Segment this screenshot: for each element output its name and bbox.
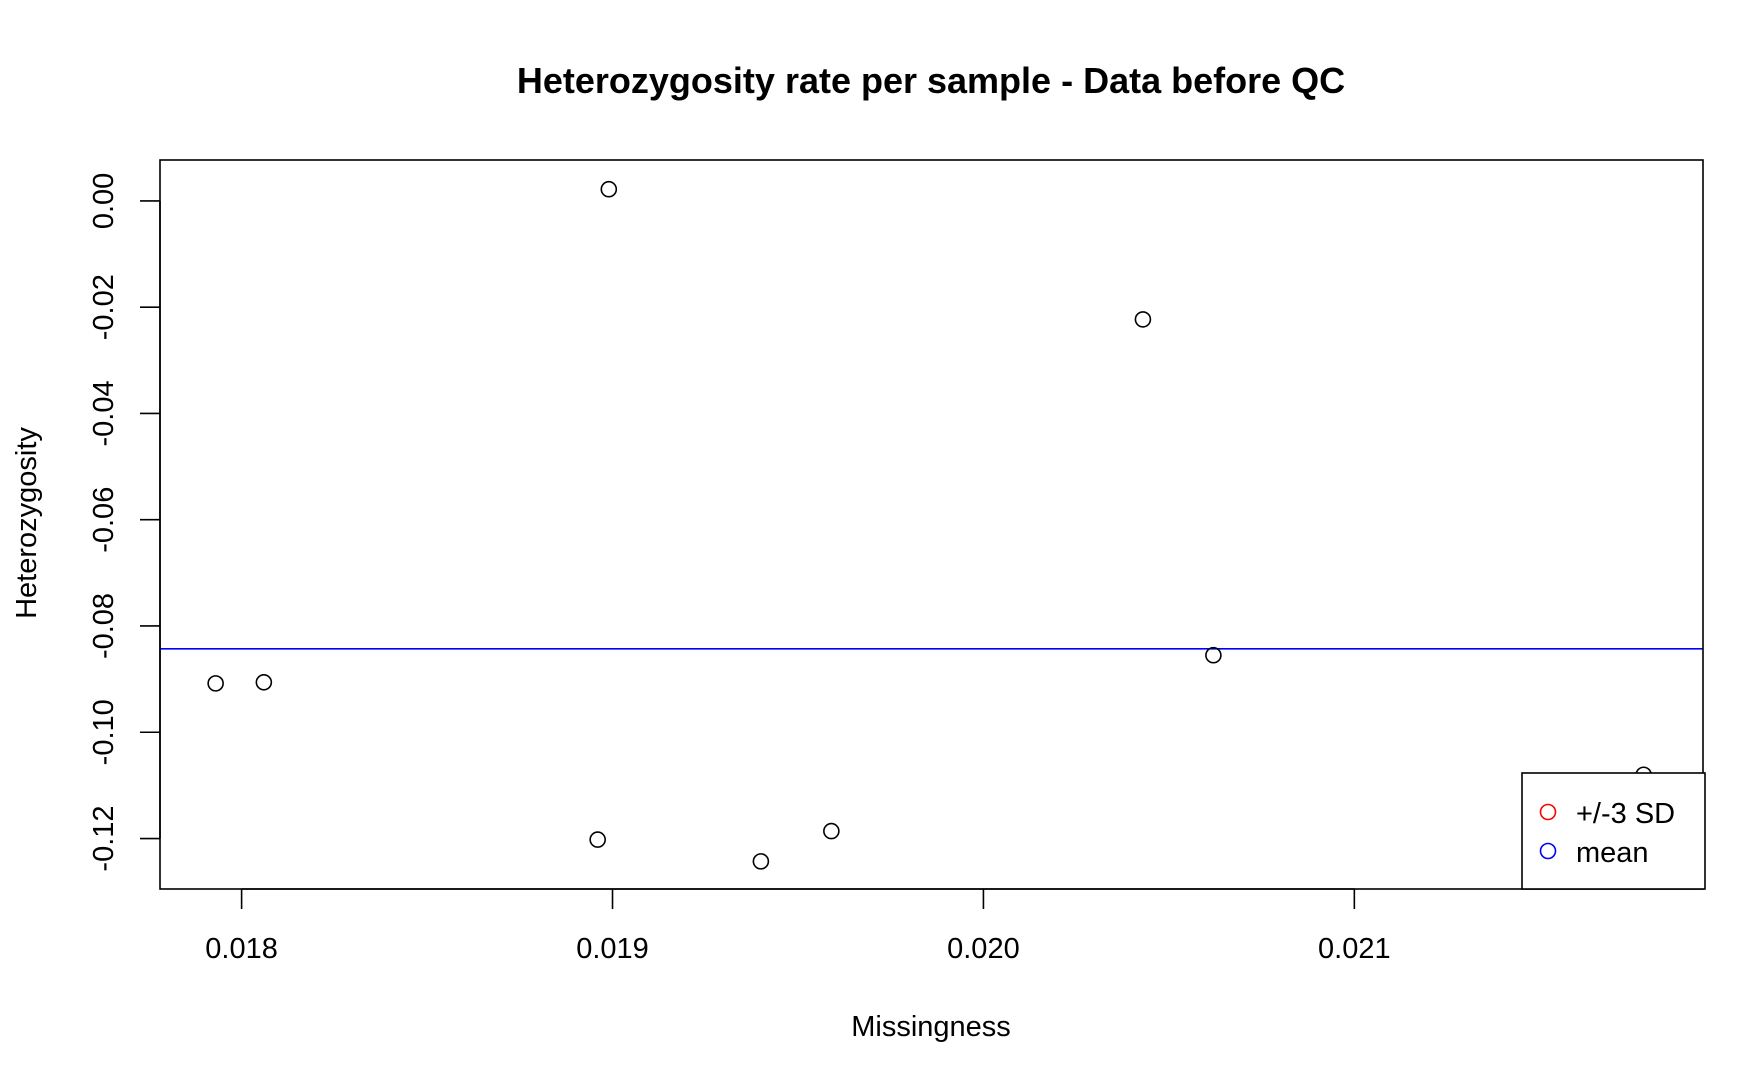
data-point [207,675,224,692]
legend-label-mean: mean [1576,837,1649,869]
y-axis-label: Heterozygosity [11,427,43,619]
y-tick-label: -0.08 [88,593,120,659]
x-axis: 0.018 0.019 0.020 0.021 [205,888,1391,965]
x-tick-label: 0.021 [1318,933,1391,965]
y-axis: 0.00 -0.02 -0.04 -0.06 -0.08 -0.10 -0.12 [88,173,161,872]
data-point [1205,646,1222,664]
chart-title: Heterozygosity rate per sample - Data be… [517,60,1345,101]
data-point [255,674,273,691]
x-tick-label: 0.019 [576,933,649,965]
y-tick-label: -0.10 [88,699,120,765]
y-tick-label: -0.02 [88,274,120,340]
plot-area [159,159,1704,890]
y-tick-label: -0.04 [88,380,120,446]
plot-frame [159,159,1704,890]
data-point [600,180,618,198]
y-tick-label: -0.12 [88,805,120,871]
legend: +/-3 SD mean [1521,772,1706,890]
legend-marker-mean [1539,842,1557,860]
y-tick-label: 0.00 [88,173,120,229]
x-tick-label: 0.018 [205,933,278,965]
legend-box [1521,772,1706,890]
y-tick-label: -0.06 [88,487,120,553]
data-point [752,853,770,870]
points-layer [207,180,1652,870]
data-point [823,822,840,840]
x-axis-label: Missingness [851,1011,1011,1043]
legend-label-sd: +/-3 SD [1576,798,1675,830]
data-point [1134,311,1152,328]
data-point [589,831,606,848]
x-tick-label: 0.020 [947,933,1020,965]
legend-marker-sd [1539,803,1557,821]
